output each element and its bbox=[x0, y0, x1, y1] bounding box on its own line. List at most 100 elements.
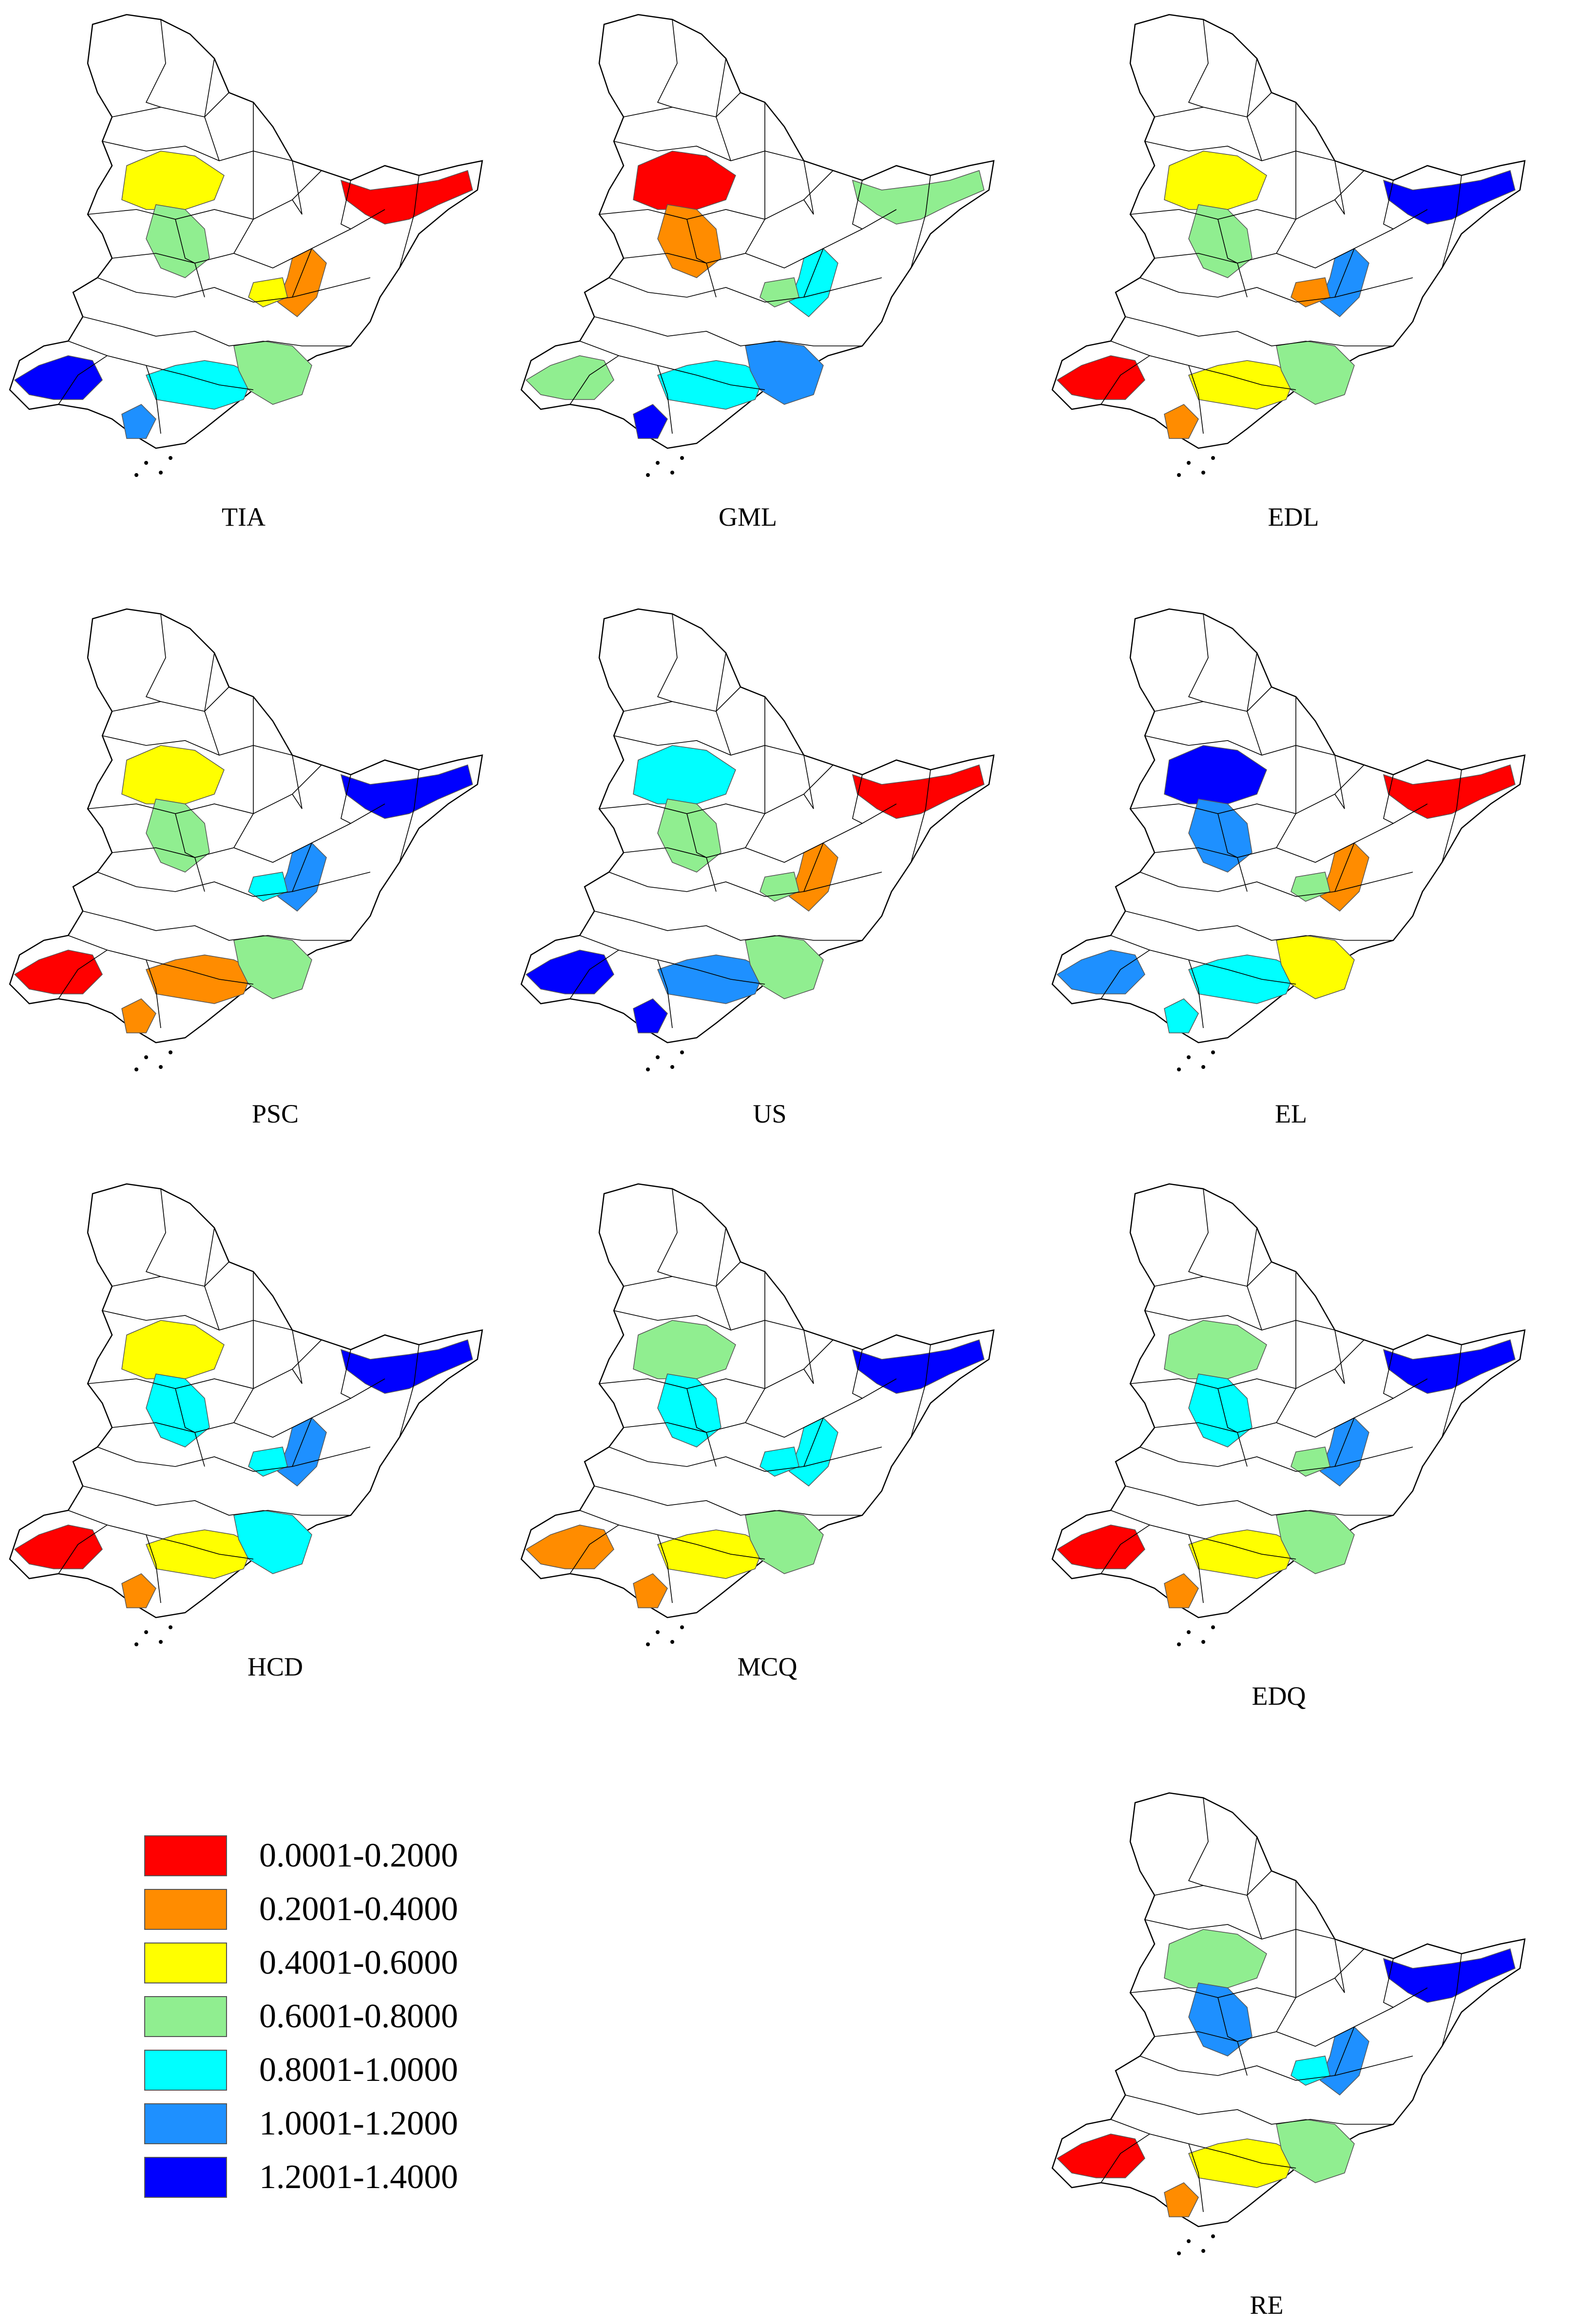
boundary-line bbox=[1144, 1919, 1335, 1940]
boundary-line bbox=[1154, 209, 1428, 268]
legend-item: 1.0001-1.2000 bbox=[144, 2097, 458, 2151]
boundary-line bbox=[175, 813, 205, 892]
map-panel-hcd bbox=[0, 1174, 487, 1661]
map-panel-edq bbox=[1043, 1174, 1530, 1661]
boundary-line bbox=[1217, 1997, 1248, 2076]
boundary-line bbox=[1154, 1870, 1272, 1896]
island-dot bbox=[646, 1642, 650, 1646]
region-east-mid bbox=[789, 842, 838, 912]
boundary-line bbox=[803, 248, 824, 298]
boundary-line bbox=[1101, 2134, 1150, 2183]
boundary-line bbox=[716, 1227, 731, 1331]
region-southeast bbox=[1276, 2119, 1355, 2183]
boundary-line bbox=[1334, 2026, 1355, 2076]
boundary-line bbox=[146, 365, 161, 434]
boundary-line bbox=[1442, 175, 1462, 268]
boundary-line bbox=[657, 19, 678, 108]
legend-label: 1.2001-1.4000 bbox=[259, 2158, 458, 2196]
panel-label: PSC bbox=[251, 1099, 299, 1128]
boundary-line bbox=[1188, 1797, 1209, 1886]
boundary-line bbox=[623, 803, 897, 863]
map-panel-psc bbox=[0, 599, 487, 1086]
boundary-line bbox=[686, 1388, 717, 1467]
choropleth-map bbox=[520, 14, 995, 477]
panel-label: EDQ bbox=[1252, 1681, 1306, 1711]
legend-item: 0.6001-0.8000 bbox=[144, 1990, 458, 2043]
boundary-line bbox=[1217, 813, 1248, 892]
boundary-line bbox=[341, 1349, 351, 1399]
region-northeast bbox=[852, 764, 985, 819]
island-dot bbox=[169, 1625, 172, 1629]
region-mid bbox=[759, 277, 799, 307]
region-southwest bbox=[14, 1524, 103, 1569]
panel-label: RE bbox=[1250, 2290, 1284, 2320]
region-southwest bbox=[525, 950, 614, 994]
island-dot bbox=[656, 1630, 660, 1634]
boundary-line bbox=[175, 219, 205, 298]
boundary-line bbox=[102, 141, 293, 161]
boundary-line bbox=[233, 102, 254, 254]
island-dot bbox=[1201, 2249, 1205, 2253]
region-north-inner bbox=[146, 799, 210, 873]
island-dot bbox=[670, 1640, 674, 1644]
boundary-line bbox=[803, 160, 814, 215]
island-dot bbox=[1211, 2234, 1215, 2238]
boundary-line bbox=[657, 365, 673, 434]
boundary-line bbox=[68, 1510, 254, 1560]
region-north-inner bbox=[1188, 1373, 1252, 1448]
choropleth-map bbox=[520, 608, 995, 1071]
legend-item: 0.2001-0.4000 bbox=[144, 1883, 458, 1936]
region-north-inner bbox=[657, 204, 721, 278]
choropleth-map bbox=[520, 1183, 995, 1646]
boundary-line bbox=[399, 769, 419, 863]
boundary-line bbox=[292, 1330, 303, 1384]
region-mid bbox=[248, 277, 288, 307]
island-dot bbox=[656, 461, 660, 465]
region-southwest bbox=[1056, 1524, 1145, 1569]
region-southeast bbox=[1276, 1510, 1355, 1574]
boundary-line bbox=[1383, 180, 1394, 229]
region-northwest bbox=[633, 151, 736, 210]
region-north-inner bbox=[146, 1373, 210, 1448]
region-coast bbox=[121, 1573, 156, 1608]
island-dot bbox=[1187, 1630, 1191, 1634]
region-mid bbox=[1290, 1447, 1330, 1477]
region-northwest bbox=[633, 745, 736, 804]
boundary-line bbox=[112, 209, 385, 268]
island-dot bbox=[680, 1050, 684, 1054]
island-dot bbox=[1211, 1050, 1215, 1054]
legend-label: 0.0001-0.2000 bbox=[259, 1837, 458, 1874]
island-dot bbox=[159, 471, 163, 475]
region-southwest bbox=[14, 950, 103, 994]
boundary-line bbox=[803, 1417, 824, 1467]
island-dot bbox=[646, 1067, 650, 1071]
boundary-line bbox=[1154, 686, 1272, 712]
region-north-inner bbox=[657, 1373, 721, 1448]
legend-swatch bbox=[144, 2050, 227, 2091]
boundary-line bbox=[569, 355, 619, 405]
region-east-mid bbox=[277, 842, 327, 912]
boundary-line bbox=[1139, 872, 1413, 897]
map-panel-gml bbox=[512, 5, 999, 492]
boundary-line bbox=[204, 58, 220, 161]
boundary-line bbox=[1139, 1447, 1413, 1472]
panel-label: US bbox=[753, 1099, 787, 1128]
boundary-line bbox=[579, 341, 765, 390]
region-coast bbox=[121, 404, 156, 439]
boundary-line bbox=[145, 1188, 166, 1277]
boundary-line bbox=[1144, 1310, 1335, 1331]
region-mid bbox=[1290, 2056, 1330, 2086]
island-dot bbox=[144, 461, 148, 465]
region-southeast bbox=[233, 1510, 312, 1574]
boundary-line bbox=[569, 950, 619, 999]
island-dot bbox=[1177, 1642, 1181, 1646]
region-southwest bbox=[1056, 950, 1145, 994]
panel-label: MCQ bbox=[737, 1652, 797, 1681]
boundary-line bbox=[292, 160, 303, 215]
island-dot bbox=[680, 1625, 684, 1629]
boundary-line bbox=[68, 341, 254, 390]
boundary-line bbox=[1144, 735, 1335, 756]
region-northeast bbox=[1383, 764, 1516, 819]
region-northeast bbox=[340, 764, 473, 819]
region-northeast bbox=[1383, 1339, 1516, 1394]
